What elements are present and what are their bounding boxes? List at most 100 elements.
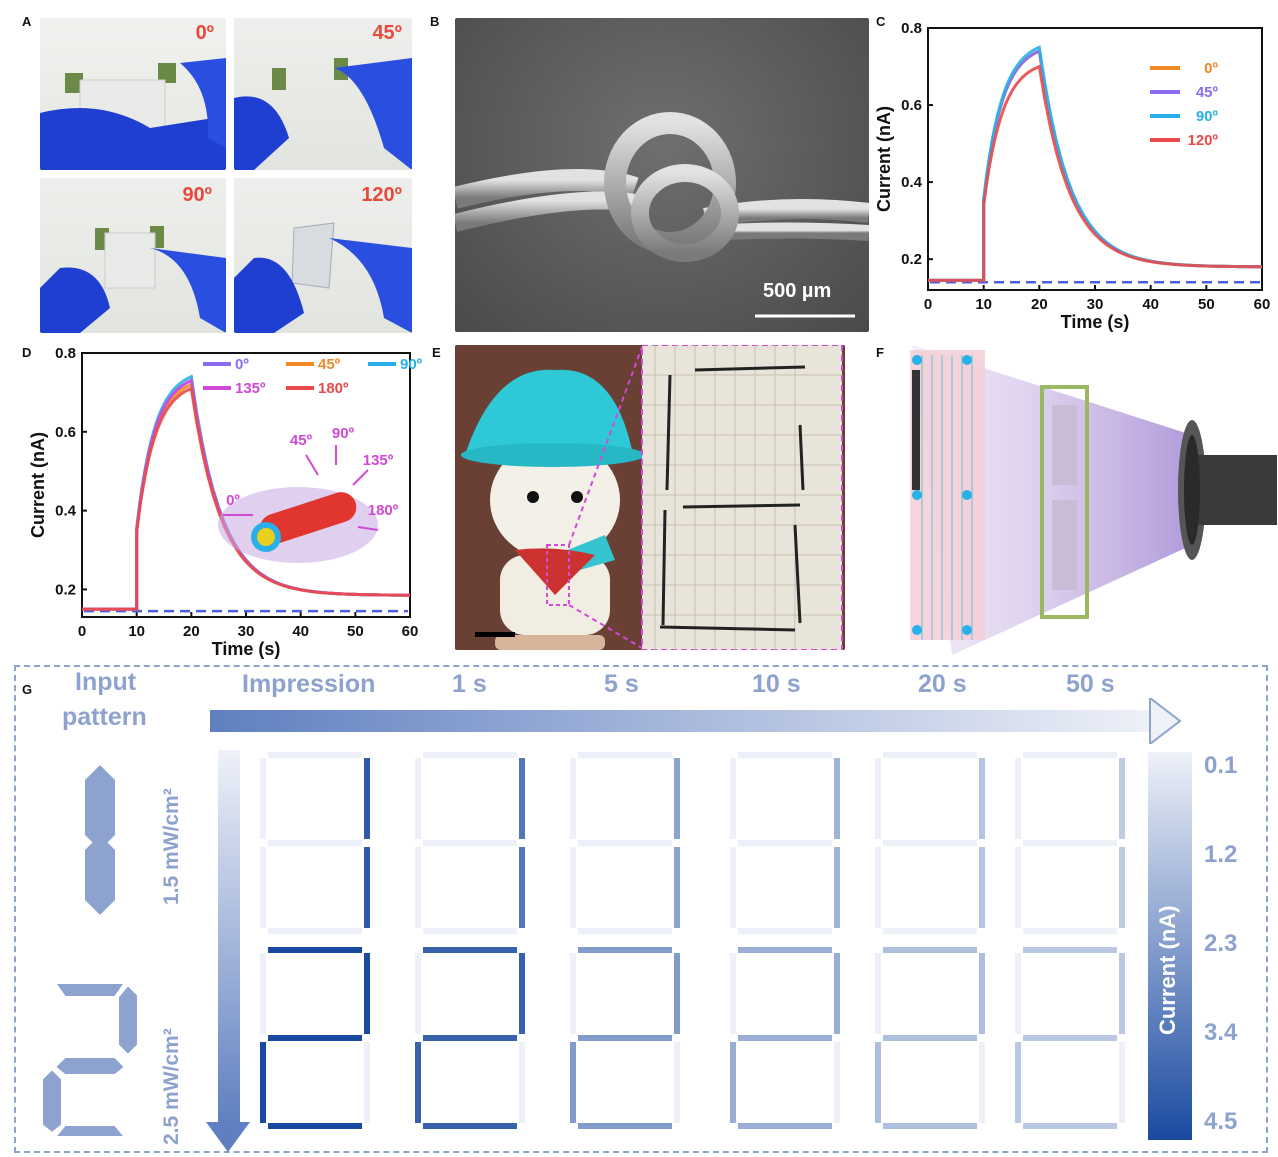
segment-top bbox=[1023, 947, 1117, 953]
segment-r-bot bbox=[834, 1042, 840, 1123]
segment-r-top bbox=[979, 758, 985, 839]
segment-r-bot bbox=[364, 1042, 370, 1123]
segment-r-bot bbox=[834, 847, 840, 928]
time-label: 20 s bbox=[918, 670, 967, 698]
segment-top bbox=[883, 752, 977, 758]
segment-bot bbox=[578, 1123, 672, 1129]
seven-segment-digit bbox=[415, 752, 525, 934]
segment-r-top bbox=[364, 758, 370, 839]
colorbar-tick: 0.1 bbox=[1204, 752, 1238, 779]
x-tick-label: 30 bbox=[1087, 296, 1104, 313]
segment-mid bbox=[1023, 1035, 1117, 1041]
seven-segment-digit bbox=[570, 752, 680, 934]
photo-45deg: 45º bbox=[234, 18, 412, 170]
x-tick-label: 10 bbox=[975, 296, 992, 313]
y-axis-label: Current (nA) bbox=[28, 432, 48, 538]
inset-angle-label: 135º bbox=[363, 452, 394, 469]
series-line bbox=[82, 386, 410, 611]
segment-l-top bbox=[875, 953, 881, 1034]
segment-l-top bbox=[1015, 758, 1021, 839]
segment-top bbox=[738, 752, 832, 758]
input-pattern-1 bbox=[85, 765, 115, 915]
seven-segment-digit bbox=[1015, 752, 1125, 934]
segment-mid bbox=[423, 1035, 517, 1041]
x-tick-label: 60 bbox=[1254, 296, 1271, 313]
segment-l-top bbox=[730, 758, 736, 839]
seven-segment-digit bbox=[570, 947, 680, 1129]
colorbar-tick: 1.2 bbox=[1204, 841, 1238, 868]
segment-r-top bbox=[364, 953, 370, 1034]
segment-mid bbox=[423, 840, 517, 846]
series-line bbox=[928, 64, 1262, 282]
legend-entry: 120º bbox=[1187, 132, 1218, 149]
inset-angle-label: 180º bbox=[368, 502, 399, 519]
time-label: 50 s bbox=[1066, 670, 1115, 698]
panel-a-label: A bbox=[22, 14, 32, 29]
x-tick-label: 20 bbox=[183, 623, 200, 640]
panel-c-label: C bbox=[876, 14, 886, 29]
colorbar-tick: 4.5 bbox=[1204, 1108, 1238, 1135]
segment-l-top bbox=[570, 758, 576, 839]
series-line bbox=[928, 45, 1262, 282]
series-line bbox=[82, 378, 411, 611]
series-line bbox=[82, 374, 411, 611]
schematic-illustration bbox=[910, 345, 1277, 655]
angle-label: 90º bbox=[182, 184, 212, 206]
segment-r-bot bbox=[979, 847, 985, 928]
photo-0deg: 0º bbox=[40, 18, 226, 170]
seven-segment-digit bbox=[875, 947, 985, 1129]
seven-segment-digit bbox=[875, 752, 985, 934]
panel-g-label: G bbox=[22, 682, 33, 697]
time-label: 1 s bbox=[452, 670, 487, 698]
knot-illustration bbox=[455, 112, 869, 318]
segment-l-top bbox=[570, 953, 576, 1034]
segment-top bbox=[268, 947, 362, 953]
hand-illustration-45 bbox=[234, 58, 412, 170]
segment-r-bot bbox=[519, 847, 525, 928]
x-tick-label: 50 bbox=[347, 623, 364, 640]
segment-r-top bbox=[979, 953, 985, 1034]
segment-mid bbox=[578, 840, 672, 846]
segment-l-top bbox=[260, 758, 266, 839]
x-tick-label: 40 bbox=[292, 623, 309, 640]
segment-top bbox=[578, 947, 672, 953]
segment-l-bot bbox=[260, 1042, 266, 1123]
legend-entry: 180º bbox=[318, 380, 349, 397]
legend-entry: 45º bbox=[1196, 84, 1219, 101]
y-tick-label: 0.2 bbox=[901, 251, 922, 268]
segment-top bbox=[883, 947, 977, 953]
panel-b-label: B bbox=[430, 14, 440, 29]
y-tick-label: 0.8 bbox=[901, 20, 922, 37]
legend-entry: 135º bbox=[235, 380, 266, 397]
segment-l-bot bbox=[570, 1042, 576, 1123]
segment-l-bot bbox=[260, 847, 266, 928]
segment-bot bbox=[1023, 1123, 1117, 1129]
hand-illustration-0 bbox=[40, 58, 226, 170]
angle-label: 0º bbox=[195, 22, 214, 44]
segment-top bbox=[268, 752, 362, 758]
colorbar-tick: 2.3 bbox=[1204, 930, 1238, 957]
photo-120deg: 120º bbox=[234, 178, 412, 333]
intensity-label-1: 1.5 mW/cm² bbox=[160, 788, 183, 905]
x-tick-label: 0 bbox=[924, 296, 932, 313]
incidence-arrow bbox=[352, 469, 369, 486]
segment-bot bbox=[883, 1123, 977, 1129]
hand-illustration-90 bbox=[40, 226, 226, 333]
digit-display-grid bbox=[260, 752, 1140, 1132]
segment-r-bot bbox=[1119, 847, 1125, 928]
angle-label: 45º bbox=[372, 22, 402, 44]
x-axis-label: Time (s) bbox=[1061, 312, 1130, 332]
incidence-arrow bbox=[305, 454, 319, 476]
inset-angle-label: 0º bbox=[226, 492, 240, 509]
legend-entry: 90º bbox=[400, 356, 423, 373]
segment-bot bbox=[578, 928, 672, 934]
segment-r-bot bbox=[979, 1042, 985, 1123]
x-tick-label: 20 bbox=[1031, 296, 1048, 313]
legend-entry: 0º bbox=[1204, 60, 1218, 77]
segment-r-top bbox=[834, 953, 840, 1034]
segment-r-bot bbox=[519, 1042, 525, 1123]
light-illumination-schematic bbox=[892, 345, 1277, 655]
segment-l-top bbox=[1015, 953, 1021, 1034]
segment-bot bbox=[883, 928, 977, 934]
segment-bot bbox=[423, 928, 517, 934]
